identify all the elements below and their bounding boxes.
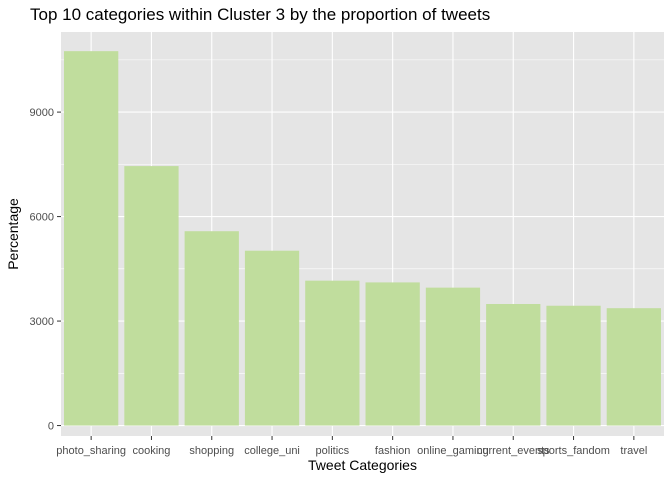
- y-tick-label: 3000: [30, 316, 54, 328]
- x-tick-label: cooking: [132, 445, 170, 457]
- x-tick-label: sports_fandom: [537, 445, 610, 457]
- bar-current-events: [486, 304, 541, 426]
- bar-politics: [305, 280, 360, 426]
- y-axis-title: Percentage: [5, 198, 21, 270]
- bar-travel: [606, 308, 661, 426]
- x-tick-label: college_uni: [244, 445, 300, 457]
- bars: [64, 51, 661, 426]
- bar-college-uni: [244, 250, 300, 426]
- x-axis: photo_sharing cooking shopping college_uni p…: [56, 436, 647, 457]
- bar-cooking: [124, 166, 179, 426]
- x-tick-label: travel: [620, 445, 647, 457]
- bar-fashion: [365, 282, 420, 426]
- x-tick-label: shopping: [189, 445, 234, 457]
- bar-sports-fandom: [546, 305, 601, 426]
- x-tick-label: current_events: [477, 445, 550, 457]
- y-tick-label: 9000: [30, 107, 54, 119]
- x-tick-label: politics: [316, 445, 350, 457]
- bar-photo-sharing: [64, 51, 119, 426]
- x-tick-label: photo_sharing: [56, 445, 126, 457]
- y-tick-label: 6000: [30, 212, 54, 224]
- y-tick-label: 0: [48, 421, 54, 433]
- chart-title: Top 10 categories within Cluster 3 by th…: [30, 5, 491, 24]
- x-axis-title: Tweet Categories: [308, 457, 417, 473]
- x-tick-label: fashion: [375, 445, 410, 457]
- x-tick-label: online_gaming: [417, 445, 489, 457]
- bar-shopping: [184, 231, 239, 426]
- y-axis: 0 3000 6000 9000: [30, 107, 61, 433]
- bar-online-gaming: [425, 287, 481, 426]
